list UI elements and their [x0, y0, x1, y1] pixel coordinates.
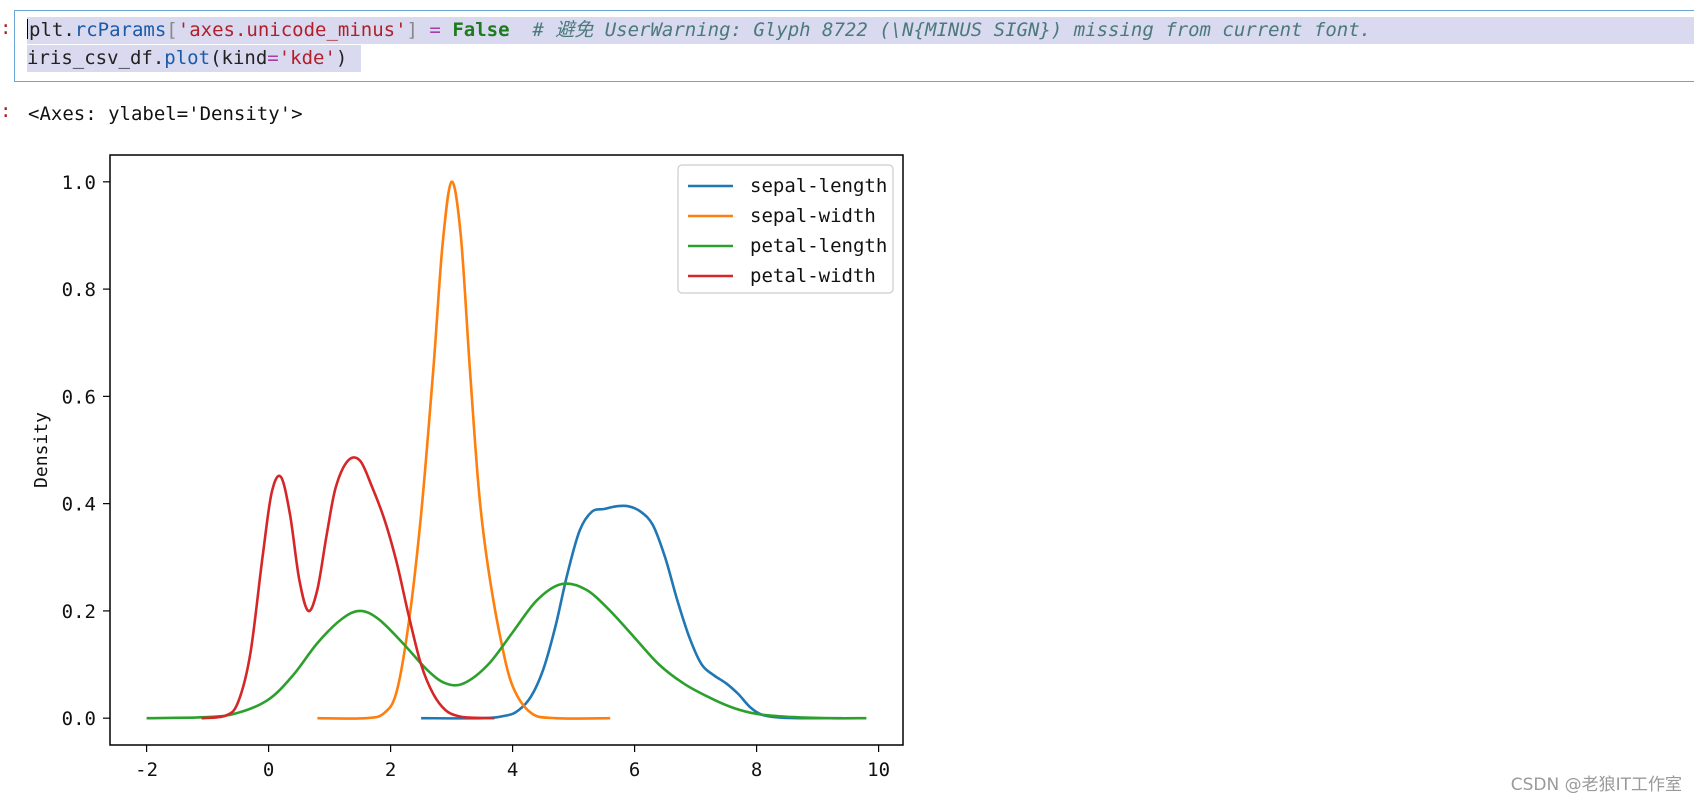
input-prompt-marker: : — [0, 17, 12, 39]
series-line-petal-width — [201, 456, 495, 720]
x-tick-label: 8 — [751, 759, 762, 781]
code-token: (kind — [210, 47, 268, 69]
csdn-watermark: CSDN @老狼IT工作室 — [1510, 775, 1682, 795]
text-cursor — [27, 19, 28, 39]
code-token: [ — [166, 19, 178, 41]
y-tick-label: 0.6 — [62, 386, 96, 408]
series-line-petal-length — [146, 582, 867, 720]
code-token: iris_csv_df — [27, 47, 153, 69]
x-tick-label: 10 — [867, 759, 890, 781]
legend-label: petal-length — [750, 235, 887, 257]
code-line-2[interactable]: iris_csv_df.plot(kind='kde') — [27, 45, 362, 72]
y-tick-label: 1.0 — [62, 172, 96, 194]
x-tick-label: 2 — [385, 759, 396, 781]
axes-frame — [109, 154, 904, 746]
series-line-sepal-width — [317, 180, 611, 720]
code-token: rcParams — [74, 19, 167, 41]
y-axis-label: Density — [31, 412, 52, 488]
legend-label: petal-width — [750, 265, 876, 287]
x-tick-label: -2 — [135, 759, 158, 781]
legend: sepal-length sepal-width petal-length petal… — [677, 164, 894, 294]
code-line-1[interactable]: plt.rcParams['axes.unicode_minus'] = Fal… — [27, 17, 1694, 44]
code-token: = — [417, 19, 453, 41]
code-token: plt — [29, 19, 64, 41]
y-tick-label: 0.0 — [62, 708, 96, 730]
x-tick-label: 6 — [629, 759, 640, 781]
code-token: ] — [406, 19, 418, 41]
output-prompt-marker: : — [0, 100, 12, 122]
code-token: plot — [164, 47, 211, 69]
code-token: 'kde' — [278, 47, 336, 69]
y-tick-label: 0.2 — [62, 601, 96, 623]
legend-label: sepal-width — [750, 205, 876, 227]
code-token: . — [152, 47, 165, 69]
x-tick-label: 0 — [263, 759, 274, 781]
code-comment: # 避免 UserWarning: Glyph 8722 (\N{MINUS S… — [509, 19, 1372, 41]
series-line-sepal-length — [421, 504, 843, 720]
legend-label: sepal-length — [750, 175, 887, 197]
y-tick-label: 0.8 — [62, 279, 96, 301]
code-token: False — [452, 19, 510, 41]
y-tick-label: 0.4 — [62, 494, 96, 516]
code-token: . — [63, 19, 75, 41]
legend-box — [677, 164, 894, 294]
code-token: 'axes.unicode_minus' — [177, 19, 407, 41]
code-token: ) — [335, 47, 348, 69]
x-tick-label: 4 — [507, 759, 518, 781]
code-cell-editor[interactable]: plt.rcParams['axes.unicode_minus'] = Fal… — [14, 10, 1694, 82]
output-text: <Axes: ylabel='Density'> — [28, 103, 303, 125]
code-token: = — [267, 47, 279, 69]
